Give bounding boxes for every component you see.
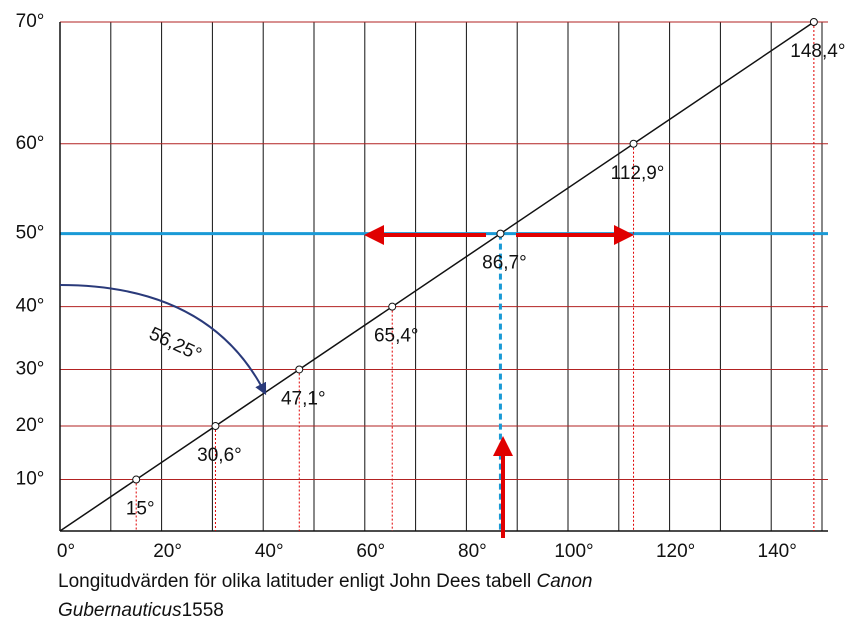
point	[496, 229, 505, 238]
y-tick-label: 70°	[16, 11, 45, 32]
point	[132, 475, 141, 484]
angle-label: 56,25°	[146, 323, 205, 365]
caption: 1558	[182, 600, 224, 621]
point	[295, 365, 304, 374]
diagonal	[59, 21, 815, 532]
y-tick-label: 20°	[16, 415, 45, 436]
point	[211, 422, 220, 431]
x-tick-label: 60°	[356, 541, 385, 562]
data-label: 15°	[126, 499, 155, 520]
y-tick-label: 10°	[16, 469, 45, 490]
grid: 10° 20° 30° 40° 50° 60° 70° 0° 20° 40° 60° 80° 100° 1…	[16, 11, 828, 562]
x-tick-label: 40°	[255, 541, 284, 562]
y-tick-label: 30°	[16, 358, 45, 379]
point	[388, 302, 397, 311]
y-tick-label: 40°	[16, 296, 45, 317]
marks: 15° 30,6° 47,1° 65,4° 86,7° 112,9° 148,4°	[59, 18, 845, 532]
point	[809, 18, 818, 26]
x-tick-label: 120°	[656, 541, 695, 562]
angle-arc	[59, 284, 267, 396]
y-tick-label: 50°	[16, 223, 45, 244]
point	[629, 139, 638, 148]
x-tick-label: 20°	[153, 541, 182, 562]
caption-italic: Canon	[536, 571, 592, 592]
data-label: 86,7°	[482, 253, 527, 274]
caption-text: Longitudvärden för olika latituder enlig…	[58, 571, 536, 592]
caption: Longitudvärden för olika latituder enlig…	[58, 571, 592, 592]
caption: Gubernauticus	[58, 600, 182, 621]
caption-italic: Gubernauticus	[58, 600, 182, 621]
x-tick-label: 100°	[554, 541, 593, 562]
data-label: 47,1°	[281, 388, 326, 409]
data-label: 148,4°	[790, 41, 845, 62]
data-label: 112,9°	[611, 163, 665, 184]
x-tick-label: 80°	[458, 541, 487, 562]
x-tick-label: 0°	[57, 541, 75, 562]
data-label: 65,4°	[374, 326, 419, 347]
x-tick-label: 140°	[758, 541, 797, 562]
y-tick-label: 60°	[16, 133, 45, 154]
data-label: 30,6°	[197, 445, 242, 466]
